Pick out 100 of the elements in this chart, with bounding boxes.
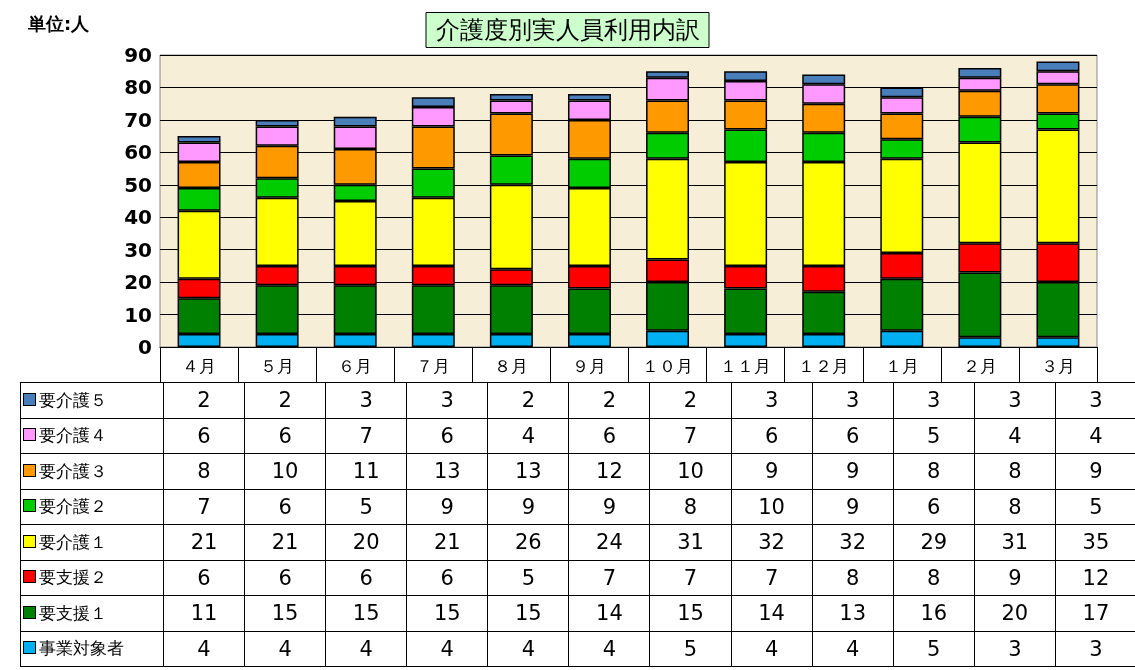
y-tick-label: 70	[124, 107, 152, 132]
data-label: 8	[812, 560, 894, 596]
data-label: 8	[974, 489, 1056, 525]
data-label: 9	[731, 453, 813, 489]
data-label: 3	[406, 382, 488, 418]
data-label: 9	[1055, 453, 1135, 489]
data-label: 24	[568, 524, 650, 560]
y-tick-label: 80	[124, 75, 152, 100]
data-label: 4	[406, 631, 488, 667]
data-label: 5	[325, 489, 407, 525]
data-label: 10	[649, 453, 732, 489]
chart-title: 介護度別実人員利用内訳	[435, 16, 700, 44]
y-tick-label: 10	[124, 302, 152, 327]
data-label: 5	[893, 631, 975, 667]
data-label: 6	[406, 418, 488, 454]
x-tick-label: １０月	[642, 355, 694, 376]
data-label: 9	[406, 489, 488, 525]
x-tick-label: １月	[884, 355, 919, 376]
data-label: 4	[487, 418, 569, 454]
data-label: 20	[974, 595, 1056, 631]
y-tick-label: 30	[124, 237, 152, 262]
data-label: 15	[487, 595, 569, 631]
data-label: 8	[893, 560, 975, 596]
data-label: 2	[163, 382, 245, 418]
data-label: 5	[1055, 489, 1135, 525]
legend-label: 要介護１	[20, 524, 164, 560]
data-label: 15	[649, 595, 732, 631]
data-label: 4	[731, 631, 813, 667]
data-label: 21	[244, 524, 326, 560]
data-label: 6	[406, 560, 488, 596]
x-tick-label: １２月	[798, 355, 850, 376]
data-label: 13	[812, 595, 894, 631]
data-label: 21	[163, 524, 245, 560]
data-label: 32	[812, 524, 894, 560]
legend-label: 要介護４	[20, 418, 164, 454]
data-label: 12	[1055, 560, 1135, 596]
data-label: 6	[244, 418, 326, 454]
x-tick-label: ７月	[416, 355, 451, 376]
data-label: 13	[487, 453, 569, 489]
data-label: 13	[406, 453, 488, 489]
data-label: 6	[163, 560, 245, 596]
y-tick-label: 40	[124, 205, 152, 230]
data-label: 35	[1055, 524, 1135, 560]
data-label: 6	[244, 489, 326, 525]
data-label: 8	[649, 489, 732, 525]
data-label: 20	[325, 524, 407, 560]
data-label: 7	[731, 560, 813, 596]
data-label: 4	[487, 631, 569, 667]
data-label: 9	[568, 489, 650, 525]
data-label: 14	[731, 595, 813, 631]
y-axis-title: 単位:人	[27, 12, 91, 34]
data-label: 31	[649, 524, 732, 560]
data-label: 2	[487, 382, 569, 418]
data-label: 3	[1055, 631, 1135, 667]
data-label: 9	[487, 489, 569, 525]
data-label: 15	[406, 595, 488, 631]
data-label: 4	[163, 631, 245, 667]
data-label: 10	[731, 489, 813, 525]
data-label: 11	[325, 453, 407, 489]
x-tick-label: ３月	[1040, 355, 1075, 376]
legend-label: 要介護２	[20, 489, 164, 525]
data-label: 4	[812, 631, 894, 667]
x-tick-label: ６月	[338, 355, 373, 376]
y-tick-label: 60	[124, 140, 152, 165]
legend-label: 要介護３	[20, 453, 164, 489]
data-label: 7	[649, 418, 732, 454]
x-tick-label: ２月	[962, 355, 997, 376]
data-label: 12	[568, 453, 650, 489]
data-label: 4	[568, 631, 650, 667]
y-tick-label: 0	[138, 335, 152, 359]
data-label: 3	[974, 382, 1056, 418]
data-label: 5	[487, 560, 569, 596]
data-label: 10	[244, 453, 326, 489]
data-label: 9	[812, 489, 894, 525]
data-label: 9	[974, 560, 1056, 596]
x-tick-label: １１月	[720, 355, 772, 376]
y-tick-label: 50	[124, 172, 152, 197]
data-label: 11	[163, 595, 245, 631]
data-label: 8	[893, 453, 975, 489]
data-label: 3	[325, 382, 407, 418]
data-label: 21	[406, 524, 488, 560]
data-label: 17	[1055, 595, 1135, 631]
data-label: 9	[812, 453, 894, 489]
data-label: 4	[974, 418, 1056, 454]
data-label: 8	[163, 453, 245, 489]
data-label: 4	[244, 631, 326, 667]
data-label: 32	[731, 524, 813, 560]
data-label: 6	[893, 489, 975, 525]
data-label: 6	[163, 418, 245, 454]
x-tick-label: ９月	[572, 355, 607, 376]
data-label: 6	[244, 560, 326, 596]
data-label: 16	[893, 595, 975, 631]
data-label: 6	[568, 418, 650, 454]
data-label: 15	[244, 595, 326, 631]
y-tick-label: 90	[124, 43, 152, 67]
data-label: 3	[893, 382, 975, 418]
data-label: 7	[163, 489, 245, 525]
legend-label: 事業対象者	[20, 631, 164, 667]
data-label: 29	[893, 524, 975, 560]
data-label: 7	[325, 418, 407, 454]
